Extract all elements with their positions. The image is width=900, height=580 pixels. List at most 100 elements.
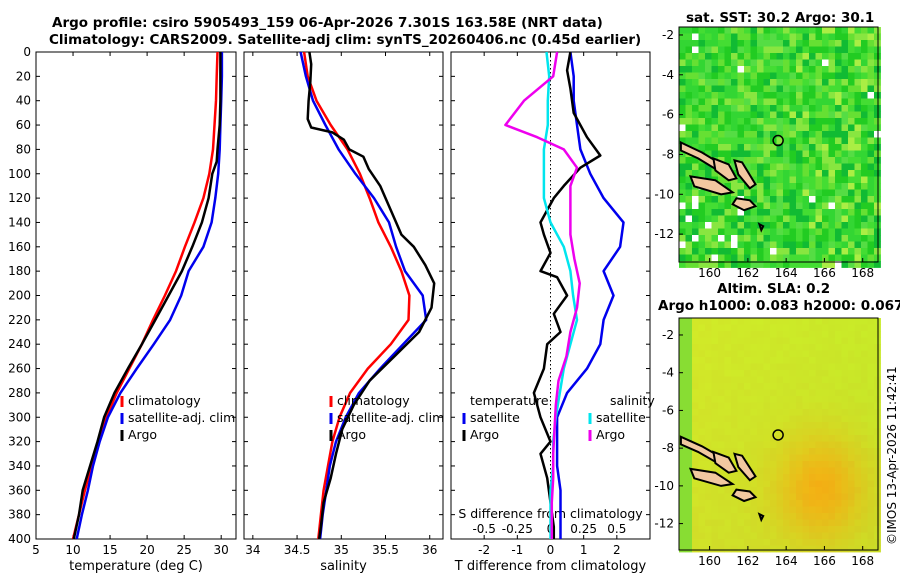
sst_map-cell xyxy=(822,163,829,171)
sla_map-cell xyxy=(698,526,706,533)
sst_map-cell xyxy=(770,241,777,249)
sst_map-cell xyxy=(874,144,881,151)
sla_map-cell xyxy=(698,370,706,377)
depth-tick-label: 160 xyxy=(8,240,31,254)
sla_map-cell xyxy=(731,474,738,481)
sst_map-cell xyxy=(705,111,712,119)
sst_map-cell xyxy=(692,209,699,216)
sla_map-cell xyxy=(867,441,875,449)
sla_map-cell xyxy=(776,415,784,423)
sla_map-cell xyxy=(744,370,751,377)
sla_map-cell xyxy=(822,350,829,358)
sst_map-panel: 160 162 164 166 168-2-4-6-8-10-12 xyxy=(654,26,881,280)
sla_map-cell xyxy=(861,539,868,546)
sst_map-cell xyxy=(685,170,693,177)
sla_map-cell xyxy=(835,435,842,442)
sla_map-cell xyxy=(867,487,875,494)
sla_map-cell xyxy=(796,545,803,553)
sla_map-cell xyxy=(848,318,855,325)
sst_map-cell xyxy=(874,157,881,164)
sla_map-cell xyxy=(724,519,732,527)
sst_map-cell xyxy=(796,59,803,67)
sst_map-cell xyxy=(685,118,693,125)
sst_map-cell xyxy=(757,183,764,190)
sst_map-cell xyxy=(718,27,725,34)
sst_map-cell xyxy=(802,150,810,158)
sla_map-cell xyxy=(744,428,751,436)
sst_map-cell xyxy=(815,98,823,106)
sst_map-cell xyxy=(815,248,823,255)
sst_map-cell xyxy=(861,261,868,268)
sst_map-cell xyxy=(679,196,686,203)
sla_map-cell xyxy=(724,409,732,416)
sla_map-cell xyxy=(861,480,868,488)
sst_map-cell xyxy=(835,163,842,171)
sla_map-cell xyxy=(789,370,797,377)
sst_map-cell xyxy=(861,183,868,190)
sst_map-cell xyxy=(783,33,790,41)
difference-t-x-tick-label: -1 xyxy=(511,543,523,557)
sst_map-cell xyxy=(809,241,816,249)
sla_map-cell xyxy=(828,383,836,390)
sla_map-cell xyxy=(796,506,803,514)
sla_map-cell xyxy=(848,344,855,351)
sla_map-cell xyxy=(828,435,836,442)
sst_map-cell xyxy=(867,248,875,255)
sst_map-cell xyxy=(724,131,732,138)
sst_map-cell xyxy=(835,157,842,164)
sla_map-cell xyxy=(841,344,849,351)
sst_map-cell xyxy=(711,215,719,223)
sst_map-cell xyxy=(776,215,784,223)
sla_map-cell xyxy=(802,474,810,481)
sst_map-cell xyxy=(867,92,875,99)
sla_map-cell xyxy=(698,513,706,520)
sst_map-cell xyxy=(783,111,790,119)
sst_map-cell xyxy=(776,27,784,34)
sst_map-cell xyxy=(679,176,686,184)
sla_map-cell xyxy=(841,545,849,553)
sla_map-cell xyxy=(705,519,712,527)
sla_map-cell xyxy=(698,435,706,442)
sst_map-x-tick-label: 166 xyxy=(813,266,836,280)
sla_map-cell xyxy=(698,357,706,364)
sla_map-cell xyxy=(874,454,881,462)
sla_map-cell xyxy=(789,487,797,494)
sst_map-cell xyxy=(789,66,797,73)
sst_map-cell xyxy=(705,98,712,106)
sst_map-cell xyxy=(763,98,771,106)
sla_map-cell xyxy=(763,357,771,364)
sla_map-cell xyxy=(770,500,777,507)
sla_map-cell xyxy=(848,357,855,364)
sst_map-cell xyxy=(724,254,732,262)
sst_map-cell xyxy=(744,92,751,99)
sla_map-cell xyxy=(822,409,829,416)
sla_map-cell xyxy=(848,467,855,475)
sst_map-cell xyxy=(737,235,745,242)
sst_map-cell xyxy=(679,40,686,47)
sst_map-cell xyxy=(789,79,797,86)
sla_map-cell xyxy=(828,331,836,338)
sla_map-cell xyxy=(763,344,771,351)
sst_map-cell xyxy=(841,92,849,99)
sst_map-cell xyxy=(718,53,725,60)
sla_map-cell xyxy=(731,357,738,364)
sla_map-cell xyxy=(796,383,803,390)
sst_map-cell xyxy=(750,98,758,106)
sla_map-cell xyxy=(679,389,686,397)
sst_map-cell xyxy=(809,105,816,112)
sst_map-cell xyxy=(861,209,868,216)
sst_map-cell xyxy=(763,131,771,138)
sla_map-cell xyxy=(835,513,842,520)
sla_map-cell xyxy=(796,493,803,501)
sla_map-cell xyxy=(783,324,790,332)
sst_map-cell xyxy=(848,209,855,216)
sla_map-cell xyxy=(776,474,784,481)
sst_map-cell xyxy=(867,118,875,125)
sla_map-cell xyxy=(783,376,790,384)
sst_map-cell xyxy=(835,131,842,138)
sla_map-cell xyxy=(815,539,823,546)
sst_map-cell xyxy=(809,209,816,216)
sla_map-cell xyxy=(692,370,699,377)
sst_map-cell xyxy=(802,59,810,67)
sst_map-cell xyxy=(809,85,816,93)
